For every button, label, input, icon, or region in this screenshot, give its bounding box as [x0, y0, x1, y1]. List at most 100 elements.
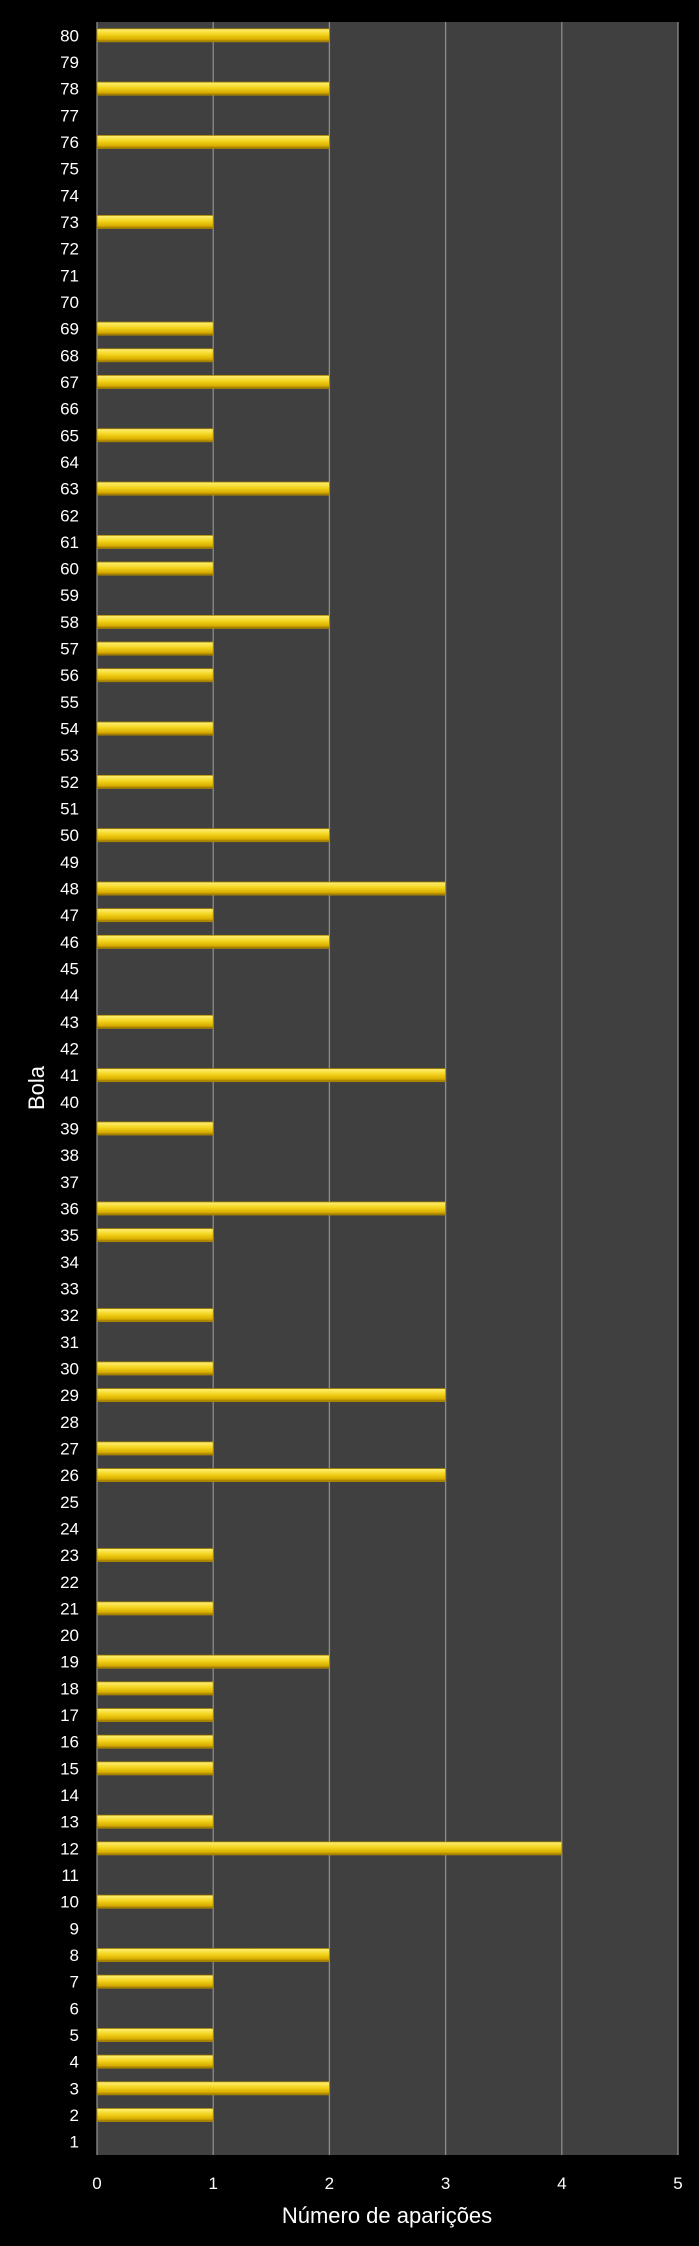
y-tick-label-79: 79 — [60, 53, 79, 72]
y-tick-label-52: 52 — [60, 773, 79, 792]
y-tick-label-20: 20 — [60, 1626, 79, 1645]
x-tick-labels: 0 1 2 3 4 5 — [92, 2174, 682, 2193]
bar-13 — [96, 1814, 214, 1829]
y-tick-label-51: 51 — [60, 800, 79, 819]
y-tick-label-13: 13 — [60, 1813, 79, 1832]
y-tick-labels: 1234567891011121314151617181920212223242… — [60, 26, 79, 2151]
bar-54 — [96, 721, 214, 736]
y-tick-label-45: 45 — [60, 960, 79, 979]
y-tick-label-17: 17 — [60, 1706, 79, 1725]
y-tick-label-4: 4 — [70, 2053, 79, 2072]
bar-26 — [96, 1468, 447, 1483]
y-tick-label-22: 22 — [60, 1573, 79, 1592]
y-tick-label-34: 34 — [60, 1253, 79, 1272]
y-tick-label-66: 66 — [60, 400, 79, 419]
y-tick-label-56: 56 — [60, 666, 79, 685]
bar-41 — [96, 1068, 447, 1083]
bar-15 — [96, 1761, 214, 1776]
bar-18 — [96, 1681, 214, 1696]
y-tick-label-37: 37 — [60, 1173, 79, 1192]
bar-12 — [96, 1841, 563, 1856]
bar-73 — [96, 215, 214, 229]
y-tick-label-23: 23 — [60, 1546, 79, 1565]
y-tick-label-49: 49 — [60, 853, 79, 872]
y-tick-label-48: 48 — [60, 880, 79, 899]
bar-69 — [96, 321, 214, 336]
bar-78 — [96, 81, 330, 96]
y-tick-label-31: 31 — [60, 1333, 79, 1352]
y-tick-label-42: 42 — [60, 1040, 79, 1059]
y-tick-label-43: 43 — [60, 1013, 79, 1032]
y-tick-label-33: 33 — [60, 1279, 79, 1298]
y-tick-label-29: 29 — [60, 1386, 79, 1405]
bar-56 — [96, 668, 214, 683]
bar-29 — [96, 1388, 447, 1403]
y-tick-label-65: 65 — [60, 426, 79, 445]
y-tick-label-11: 11 — [61, 1866, 79, 1885]
y-tick-label-53: 53 — [60, 746, 79, 765]
y-tick-label-10: 10 — [60, 1893, 79, 1912]
y-tick-label-70: 70 — [60, 293, 79, 312]
bar-60 — [96, 561, 214, 576]
y-tick-label-54: 54 — [60, 720, 79, 739]
y-tick-label-61: 61 — [60, 533, 79, 552]
y-tick-label-62: 62 — [60, 506, 79, 525]
bar-19 — [96, 1654, 330, 1669]
bar-27 — [96, 1441, 214, 1456]
bar-63 — [96, 481, 330, 496]
bar-8 — [96, 1948, 330, 1962]
y-tick-label-73: 73 — [60, 213, 79, 232]
y-tick-label-8: 8 — [70, 1946, 79, 1965]
bar-76 — [96, 135, 330, 149]
y-tick-label-6: 6 — [70, 1999, 79, 2018]
y-tick-label-5: 5 — [70, 2026, 79, 2045]
y-tick-label-75: 75 — [60, 160, 79, 179]
bar-52 — [96, 774, 214, 789]
y-tick-label-50: 50 — [60, 826, 79, 845]
plot-area — [97, 22, 678, 2155]
y-tick-label-64: 64 — [60, 453, 79, 472]
bars — [96, 28, 563, 2122]
y-tick-label-44: 44 — [60, 986, 79, 1005]
bar-68 — [96, 348, 214, 363]
y-tick-label-46: 46 — [60, 933, 79, 952]
bar-16 — [96, 1734, 214, 1749]
bar-4 — [96, 2054, 214, 2069]
bar-30 — [96, 1361, 214, 1376]
bar-58 — [96, 615, 330, 629]
bar-32 — [96, 1308, 214, 1323]
bar-61 — [96, 535, 214, 549]
bar-10 — [96, 1894, 214, 1909]
y-tick-label-71: 71 — [60, 266, 79, 285]
y-tick-label-47: 47 — [60, 906, 79, 925]
bar-67 — [96, 375, 330, 389]
bar-43 — [96, 1014, 214, 1029]
y-tick-label-9: 9 — [70, 1919, 79, 1938]
bar-5 — [96, 2028, 214, 2042]
y-tick-label-12: 12 — [60, 1839, 79, 1858]
y-tick-label-76: 76 — [60, 133, 79, 152]
y-tick-label-41: 41 — [60, 1066, 79, 1085]
y-tick-label-38: 38 — [60, 1146, 79, 1165]
y-tick-label-59: 59 — [60, 586, 79, 605]
bar-2 — [96, 2108, 214, 2122]
x-tick-label-5: 5 — [673, 2174, 682, 2193]
y-tick-label-32: 32 — [60, 1306, 79, 1325]
bar-21 — [96, 1601, 214, 1616]
y-tick-label-19: 19 — [60, 1653, 79, 1672]
bar-50 — [96, 828, 330, 843]
x-tick-label-0: 0 — [92, 2174, 101, 2193]
x-tick-label-2: 2 — [325, 2174, 334, 2193]
y-tick-label-77: 77 — [60, 106, 79, 125]
y-tick-label-63: 63 — [60, 480, 79, 499]
y-tick-label-16: 16 — [60, 1733, 79, 1752]
y-tick-label-27: 27 — [60, 1439, 79, 1458]
y-axis-label: Bola — [24, 1065, 49, 1110]
bar-3 — [96, 2081, 330, 2096]
y-tick-label-72: 72 — [60, 240, 79, 259]
y-tick-label-55: 55 — [60, 693, 79, 712]
y-tick-label-15: 15 — [60, 1759, 79, 1778]
y-tick-label-3: 3 — [70, 2079, 79, 2098]
y-tick-label-14: 14 — [60, 1786, 79, 1805]
